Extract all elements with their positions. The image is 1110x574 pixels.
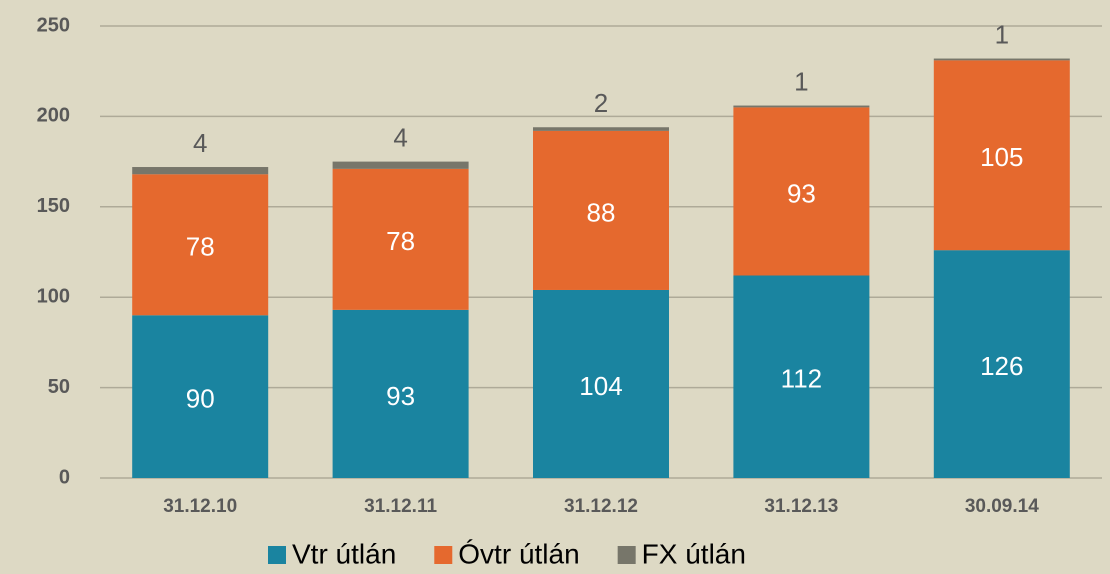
data-label: 1 <box>995 19 1009 49</box>
bar-segment <box>733 107 870 276</box>
data-label: 88 <box>587 197 616 227</box>
y-tick-label: 100 <box>37 285 70 307</box>
data-label: 4 <box>393 122 407 152</box>
x-tick-label: 30.09.14 <box>965 496 1039 517</box>
data-label: 78 <box>386 226 415 256</box>
x-tick-label: 31.12.10 <box>163 496 237 517</box>
data-label: 1 <box>794 66 808 96</box>
data-label: 4 <box>193 128 207 158</box>
bar-segment <box>733 275 870 478</box>
bar-segment <box>533 127 669 131</box>
data-label: 126 <box>980 351 1023 381</box>
legend-label: Vtr útlán <box>292 538 396 569</box>
data-label: 105 <box>980 142 1023 172</box>
data-label: 93 <box>787 178 816 208</box>
y-tick-label: 150 <box>37 195 70 217</box>
data-label: 90 <box>186 384 215 414</box>
legend-swatch <box>617 546 636 564</box>
legend-label: FX útlán <box>642 538 746 569</box>
data-label: 93 <box>386 381 415 411</box>
bar-segment <box>933 60 1070 251</box>
bar-segment <box>933 58 1070 61</box>
legend-label: Óvtr útlán <box>458 538 579 569</box>
bar-segment <box>132 315 269 478</box>
y-tick-label: 0 <box>59 466 70 488</box>
x-tick-label: 31.12.12 <box>564 496 638 517</box>
bar-segment <box>132 174 269 316</box>
bar-segment <box>332 309 469 478</box>
y-tick-label: 200 <box>37 105 70 127</box>
bar-segment <box>132 167 269 175</box>
data-label: 104 <box>579 371 622 401</box>
data-label: 2 <box>594 88 608 118</box>
x-tick-label: 31.12.11 <box>364 496 437 517</box>
y-tick-label: 250 <box>37 14 70 36</box>
data-label: 78 <box>186 232 215 262</box>
bar-segment <box>933 250 1070 478</box>
x-tick-label: 31.12.13 <box>764 496 838 517</box>
bar-segment <box>533 130 669 290</box>
bar-segment <box>332 168 469 310</box>
bar-segment <box>533 289 669 478</box>
legend-swatch <box>434 546 453 564</box>
bar-segment <box>332 161 469 169</box>
y-tick-label: 50 <box>48 376 70 398</box>
bar-segment <box>733 105 870 108</box>
data-label: 112 <box>781 364 822 394</box>
legend-swatch <box>268 546 286 564</box>
